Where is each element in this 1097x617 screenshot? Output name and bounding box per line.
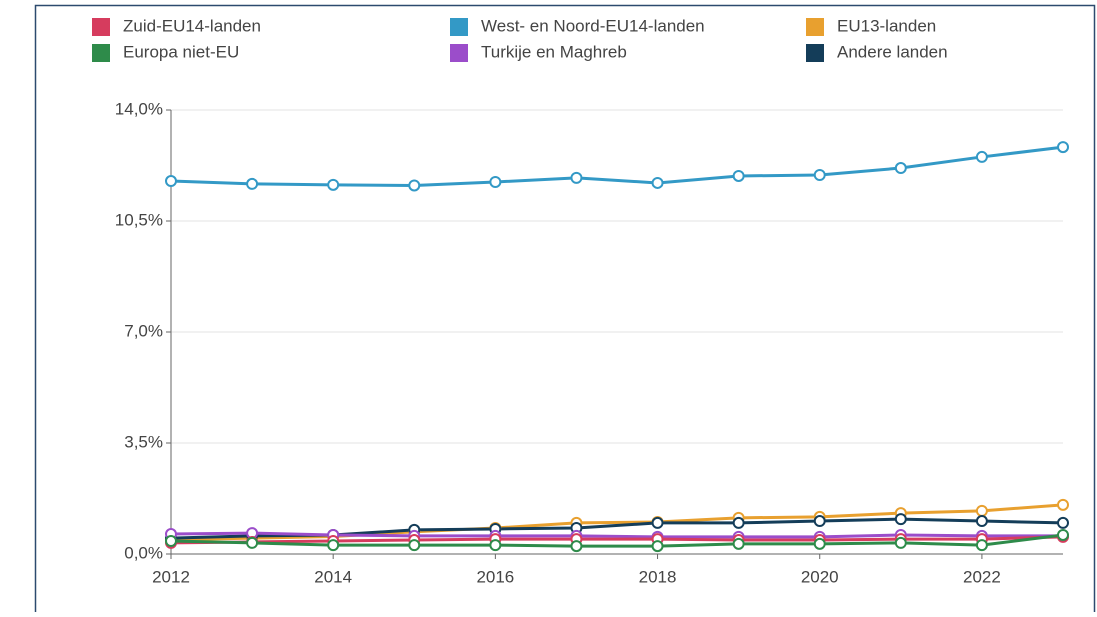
series-marker xyxy=(651,176,664,189)
series-marker xyxy=(732,537,745,550)
series-marker xyxy=(1057,498,1069,511)
legend-label: Andere landen xyxy=(837,42,948,61)
series-marker xyxy=(813,515,826,528)
series-marker xyxy=(165,534,177,547)
series-marker xyxy=(975,515,988,528)
y-tick-label: 3,5% xyxy=(124,432,163,451)
series-marker xyxy=(651,540,664,553)
frame xyxy=(34,4,1096,617)
series-marker xyxy=(408,179,421,192)
series-marker xyxy=(1057,516,1069,529)
legend-swatch xyxy=(450,44,468,62)
series-marker xyxy=(489,539,502,552)
legend-swatch xyxy=(92,18,110,36)
legend-label: Turkije en Maghreb xyxy=(481,42,627,61)
series-marker xyxy=(165,175,177,188)
legend-label: EU13-landen xyxy=(837,16,936,35)
legend-label: Zuid-EU14-landen xyxy=(123,16,261,35)
series-marker xyxy=(1057,528,1069,541)
y-tick-label: 0,0% xyxy=(124,543,163,562)
x-tick-label: 2022 xyxy=(963,567,1001,586)
series-line xyxy=(170,145,1064,187)
series-marker xyxy=(246,177,259,190)
legend-label: Europa niet-EU xyxy=(123,42,239,61)
series-marker xyxy=(327,539,340,552)
series-marker xyxy=(894,513,907,526)
series-marker xyxy=(813,537,826,550)
legend-swatch xyxy=(806,44,824,62)
legend-swatch xyxy=(92,44,110,62)
series-marker xyxy=(813,169,826,182)
x-tick-label: 2020 xyxy=(801,567,839,586)
legend-label: West- en Noord-EU14-landen xyxy=(481,16,705,35)
series-marker xyxy=(651,516,664,529)
legend-swatch xyxy=(450,18,468,36)
x-tick-label: 2014 xyxy=(314,567,352,586)
series-marker xyxy=(327,178,340,191)
series-marker xyxy=(732,516,745,529)
series-line xyxy=(170,535,1064,545)
series-marker xyxy=(732,169,745,182)
series-marker xyxy=(975,150,988,163)
series-line xyxy=(170,503,1064,542)
series-line xyxy=(170,531,1063,539)
legend-swatch xyxy=(806,18,824,36)
series-marker xyxy=(570,540,583,553)
x-tick-label: 2012 xyxy=(152,567,190,586)
series-line xyxy=(170,533,1064,548)
series-marker xyxy=(570,171,583,184)
x-tick-label: 2016 xyxy=(476,567,514,586)
x-tick-label: 2018 xyxy=(639,567,677,586)
series-marker xyxy=(1057,141,1069,154)
series-marker xyxy=(894,162,907,175)
series-marker xyxy=(246,536,259,549)
series-marker xyxy=(975,504,988,517)
y-tick-label: 10,5% xyxy=(115,210,163,229)
series-marker xyxy=(408,539,421,552)
series-marker xyxy=(894,536,907,549)
y-tick-label: 14,0% xyxy=(115,99,163,118)
y-tick-label: 7,0% xyxy=(124,321,163,340)
series-marker xyxy=(489,175,502,188)
series-marker xyxy=(975,539,988,552)
